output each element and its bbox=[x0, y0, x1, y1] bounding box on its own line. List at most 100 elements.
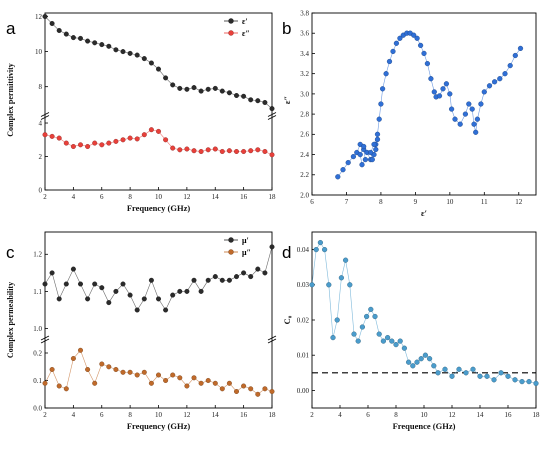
x-tick-label: 2 bbox=[43, 411, 47, 419]
data-point bbox=[219, 386, 225, 392]
data-point bbox=[401, 345, 408, 351]
data-point bbox=[462, 111, 469, 117]
axis-break-mark bbox=[40, 115, 50, 120]
data-point bbox=[313, 247, 319, 253]
data-point bbox=[163, 137, 169, 143]
data-point bbox=[106, 140, 112, 146]
data-point bbox=[134, 372, 140, 378]
legend-marker bbox=[228, 30, 234, 36]
data-point bbox=[469, 106, 475, 112]
y-tick-label: 0.0 bbox=[33, 404, 42, 412]
data-point bbox=[322, 247, 328, 253]
x-tick-label: 8 bbox=[128, 193, 132, 201]
data-point bbox=[519, 379, 525, 385]
data-point bbox=[63, 386, 69, 392]
data-point bbox=[470, 366, 476, 372]
data-point bbox=[63, 281, 69, 287]
y-tick-label: 2.4 bbox=[300, 151, 309, 159]
data-point bbox=[148, 60, 154, 66]
data-point bbox=[262, 270, 268, 276]
y-axis-label: ε″ bbox=[282, 96, 292, 104]
data-point bbox=[262, 99, 268, 105]
data-point bbox=[170, 372, 176, 378]
x-tick-label: 2 bbox=[43, 193, 47, 201]
data-point bbox=[389, 338, 395, 344]
data-point bbox=[397, 338, 403, 344]
data-point bbox=[184, 86, 190, 92]
data-point bbox=[127, 135, 133, 141]
data-point bbox=[269, 106, 275, 112]
data-point bbox=[212, 146, 218, 152]
x-tick-label: 7 bbox=[345, 198, 349, 206]
data-point bbox=[205, 277, 211, 283]
data-point bbox=[205, 86, 211, 92]
data-point bbox=[141, 56, 147, 62]
plot-frame bbox=[44, 231, 273, 409]
y-tick-label: 2.8 bbox=[300, 111, 309, 119]
axis-break-mark bbox=[40, 338, 50, 344]
y-tick-label: 2.0 bbox=[300, 191, 309, 199]
data-point bbox=[269, 152, 275, 158]
x-axis-label: Frequency (GHz) bbox=[127, 203, 191, 213]
y-tick-label: 0.02 bbox=[297, 316, 310, 324]
x-tick-label: 18 bbox=[269, 193, 277, 201]
x-tick-label: 10 bbox=[446, 198, 454, 206]
axis-break-mark bbox=[267, 115, 277, 120]
data-point bbox=[99, 361, 105, 367]
data-point bbox=[70, 356, 76, 362]
data-point bbox=[226, 90, 232, 96]
data-point bbox=[449, 106, 455, 112]
axis-break-mark bbox=[40, 335, 50, 341]
data-point bbox=[63, 31, 69, 37]
data-point bbox=[85, 296, 91, 302]
data-point bbox=[255, 266, 261, 272]
data-point bbox=[533, 380, 539, 387]
data-point bbox=[481, 89, 487, 95]
data-point bbox=[452, 116, 458, 122]
x-tick-label: 16 bbox=[505, 411, 513, 419]
data-point bbox=[233, 148, 239, 154]
y-tick-label: 0.1 bbox=[33, 377, 42, 385]
y-tick-label: 2.2 bbox=[300, 171, 309, 179]
data-point bbox=[233, 92, 239, 98]
data-point bbox=[418, 356, 424, 362]
x-tick-label: 14 bbox=[212, 411, 220, 419]
data-point bbox=[226, 277, 232, 283]
data-point bbox=[233, 274, 239, 280]
data-point bbox=[421, 50, 427, 57]
y-axis-label: C₀ bbox=[282, 315, 292, 324]
data-point bbox=[492, 79, 498, 85]
data-point bbox=[502, 71, 508, 77]
y-tick-label: 3.2 bbox=[300, 70, 309, 78]
y-tick-label: 0.01 bbox=[297, 352, 310, 360]
data-point bbox=[198, 148, 204, 154]
data-point bbox=[517, 45, 524, 52]
data-point bbox=[340, 167, 346, 173]
data-point bbox=[106, 364, 112, 370]
y-tick-label: 3.8 bbox=[300, 9, 309, 17]
data-point bbox=[42, 281, 48, 287]
data-point bbox=[127, 292, 133, 298]
data-point bbox=[184, 146, 190, 152]
y-tick-label: 2 bbox=[39, 153, 43, 161]
data-point bbox=[226, 380, 232, 386]
data-point bbox=[134, 52, 140, 58]
data-point bbox=[241, 93, 247, 99]
data-point bbox=[368, 149, 374, 156]
data-point bbox=[42, 13, 48, 19]
data-point bbox=[359, 324, 366, 330]
data-point bbox=[191, 277, 197, 283]
axis-break-mark bbox=[267, 335, 277, 341]
data-point bbox=[248, 97, 254, 103]
data-point bbox=[326, 282, 332, 288]
data-point bbox=[486, 83, 493, 89]
data-point bbox=[148, 127, 154, 133]
x-tick-label: 18 bbox=[269, 411, 277, 419]
data-point bbox=[463, 370, 469, 376]
data-point bbox=[113, 367, 119, 373]
y-tick-label: 8 bbox=[39, 83, 43, 91]
x-tick-label: 16 bbox=[240, 193, 248, 201]
data-point bbox=[512, 52, 518, 59]
data-point bbox=[85, 367, 91, 373]
data-point bbox=[364, 313, 370, 320]
